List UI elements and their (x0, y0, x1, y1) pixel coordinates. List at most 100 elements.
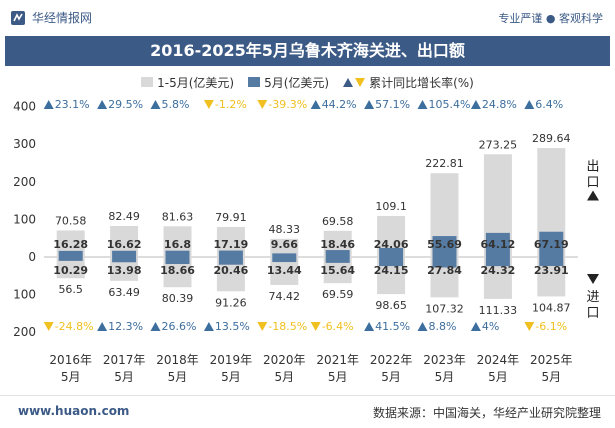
data-label-export-monthly: 18.46 (320, 238, 355, 251)
bar-import-cumulative (56, 257, 85, 279)
x-tick-label-year: 2020年 (263, 353, 306, 367)
x-tick-label-year: 2017年 (103, 353, 146, 367)
legend-label-monthly: 5月(亿美元) (264, 75, 330, 90)
data-label-import-cumulative: 91.26 (215, 296, 247, 309)
legend-item-cumulative: 1-5月(亿美元) (141, 74, 234, 91)
data-label-export-cumulative: 70.58 (55, 214, 87, 227)
data-label-export-cumulative: 273.25 (479, 138, 518, 151)
x-tick-label-month: 5月 (221, 370, 241, 384)
x-tick-label-year: 2021年 (316, 353, 359, 367)
growth-down-icon (257, 322, 268, 331)
x-tick-label-year: 2022年 (370, 353, 413, 367)
bar-import-cumulative (110, 257, 139, 281)
data-label-import-monthly: 27.84 (427, 264, 462, 277)
y-tick-label: 400 (13, 100, 36, 114)
x-tick-label-month: 5月 (328, 370, 348, 384)
y-tick-label: 100 (13, 288, 36, 302)
y-tick-label: 100 (13, 212, 36, 226)
x-tick-label-month: 5月 (168, 370, 188, 384)
legend: 1-5月(亿美元) 5月(亿美元) 累计同比增长率(%) (0, 72, 615, 92)
growth-down-icon (524, 322, 535, 331)
y-tick-label: 300 (13, 137, 36, 151)
data-label-export-cumulative: 81.63 (162, 210, 194, 223)
side-label-import-2: 口 (586, 306, 599, 321)
bar-export-monthly (165, 250, 190, 257)
growth-up-icon (364, 322, 375, 331)
growth-label-export: 6.4% (535, 98, 563, 111)
data-label-import-monthly: 20.46 (214, 264, 249, 277)
bar-export-monthly (58, 250, 83, 257)
data-label-export-monthly: 16.28 (53, 238, 88, 251)
triangle-down-icon (355, 77, 366, 87)
chart-title: 2016-2025年5月乌鲁木齐海关进、出口额 (5, 36, 610, 66)
x-tick-label-year: 2018年 (156, 353, 199, 367)
growth-up-icon (417, 100, 428, 109)
growth-up-icon (150, 100, 161, 109)
website-link[interactable]: www.huaon.com (18, 404, 130, 418)
bar-export-cumulative (270, 238, 299, 257)
growth-label-export: 23.1% (55, 98, 90, 111)
data-label-export-monthly: 24.06 (374, 238, 409, 251)
data-label-import-cumulative: 69.59 (322, 288, 354, 301)
legend-label-growth: 累计同比增长率(%) (369, 75, 474, 90)
data-label-export-cumulative: 222.81 (425, 157, 464, 170)
bar-import-monthly (485, 257, 510, 267)
bar-import-monthly (325, 257, 350, 263)
side-label-export-2: 口 (586, 176, 599, 191)
brand-logo-icon (11, 10, 25, 25)
x-tick-label-month: 5月 (114, 370, 134, 384)
data-label-import-monthly: 23.91 (534, 264, 569, 277)
growth-label-export: -39.3% (268, 98, 307, 111)
growth-label-import: -6.4% (322, 320, 354, 333)
data-label-export-cumulative: 79.91 (215, 211, 247, 224)
bar-import-monthly (272, 257, 297, 263)
x-tick-label-year: 2024年 (477, 353, 520, 367)
data-label-import-monthly: 18.66 (160, 264, 195, 277)
triangle-up-icon (343, 77, 354, 87)
bar-import-monthly (218, 257, 243, 265)
data-label-export-cumulative: 69.58 (322, 215, 354, 228)
bar-import-monthly (539, 257, 564, 266)
growth-label-import: -6.1% (535, 320, 567, 333)
data-label-export-monthly: 55.69 (427, 238, 462, 251)
x-tick-label-month: 5月 (381, 370, 401, 384)
data-label-import-cumulative: 111.33 (479, 304, 518, 317)
growth-label-export: 44.2% (322, 98, 357, 111)
growth-label-export: 24.8% (482, 98, 517, 111)
data-label-import-monthly: 10.29 (53, 264, 88, 277)
growth-up-icon (417, 322, 428, 331)
growth-label-import: 4% (482, 320, 499, 333)
legend-swatch-blue (248, 77, 261, 87)
data-label-export-monthly: 16.62 (107, 238, 142, 251)
side-label-export-1: 出 (586, 160, 599, 175)
growth-up-icon (470, 322, 481, 331)
growth-up-icon (524, 100, 535, 109)
data-label-export-cumulative: 82.49 (108, 210, 140, 223)
growth-label-export: 105.4% (429, 98, 471, 111)
growth-label-import: -24.8% (55, 320, 94, 333)
tagline: 专业严谨 ● 客观科学 (498, 12, 603, 25)
bar-export-monthly (272, 253, 297, 257)
y-tick-label: 200 (13, 175, 36, 189)
growth-down-icon (203, 100, 214, 109)
growth-up-icon (97, 100, 108, 109)
export-up-arrow-icon (587, 190, 599, 201)
legend-item-growth: 累计同比增长率(%) (343, 74, 474, 91)
growth-label-import: 13.5% (215, 320, 250, 333)
bar-export-monthly (325, 250, 350, 257)
bar-import-monthly (379, 257, 404, 267)
x-tick-label-year: 2023年 (423, 353, 466, 367)
x-tick-label-month: 5月 (435, 370, 455, 384)
data-label-import-monthly: 13.44 (267, 264, 302, 277)
growth-up-icon (150, 322, 161, 331)
import-down-arrow-icon (587, 274, 599, 284)
brand[interactable]: 华经情报网 (10, 9, 92, 26)
data-label-import-cumulative: 63.49 (108, 286, 140, 299)
x-tick-label-year: 2019年 (210, 353, 253, 367)
top-bar: 华经情报网 专业严谨 ● 客观科学 (0, 0, 615, 36)
bar-export-monthly (218, 250, 243, 257)
chart-area: 400 300 200 100 0 100 200 70.58 16.28 10.29 56.5 23… (13, 98, 599, 384)
growth-label-import: 26.6% (162, 320, 197, 333)
data-label-import-monthly: 24.15 (374, 264, 409, 277)
data-label-import-cumulative: 107.32 (425, 302, 464, 315)
